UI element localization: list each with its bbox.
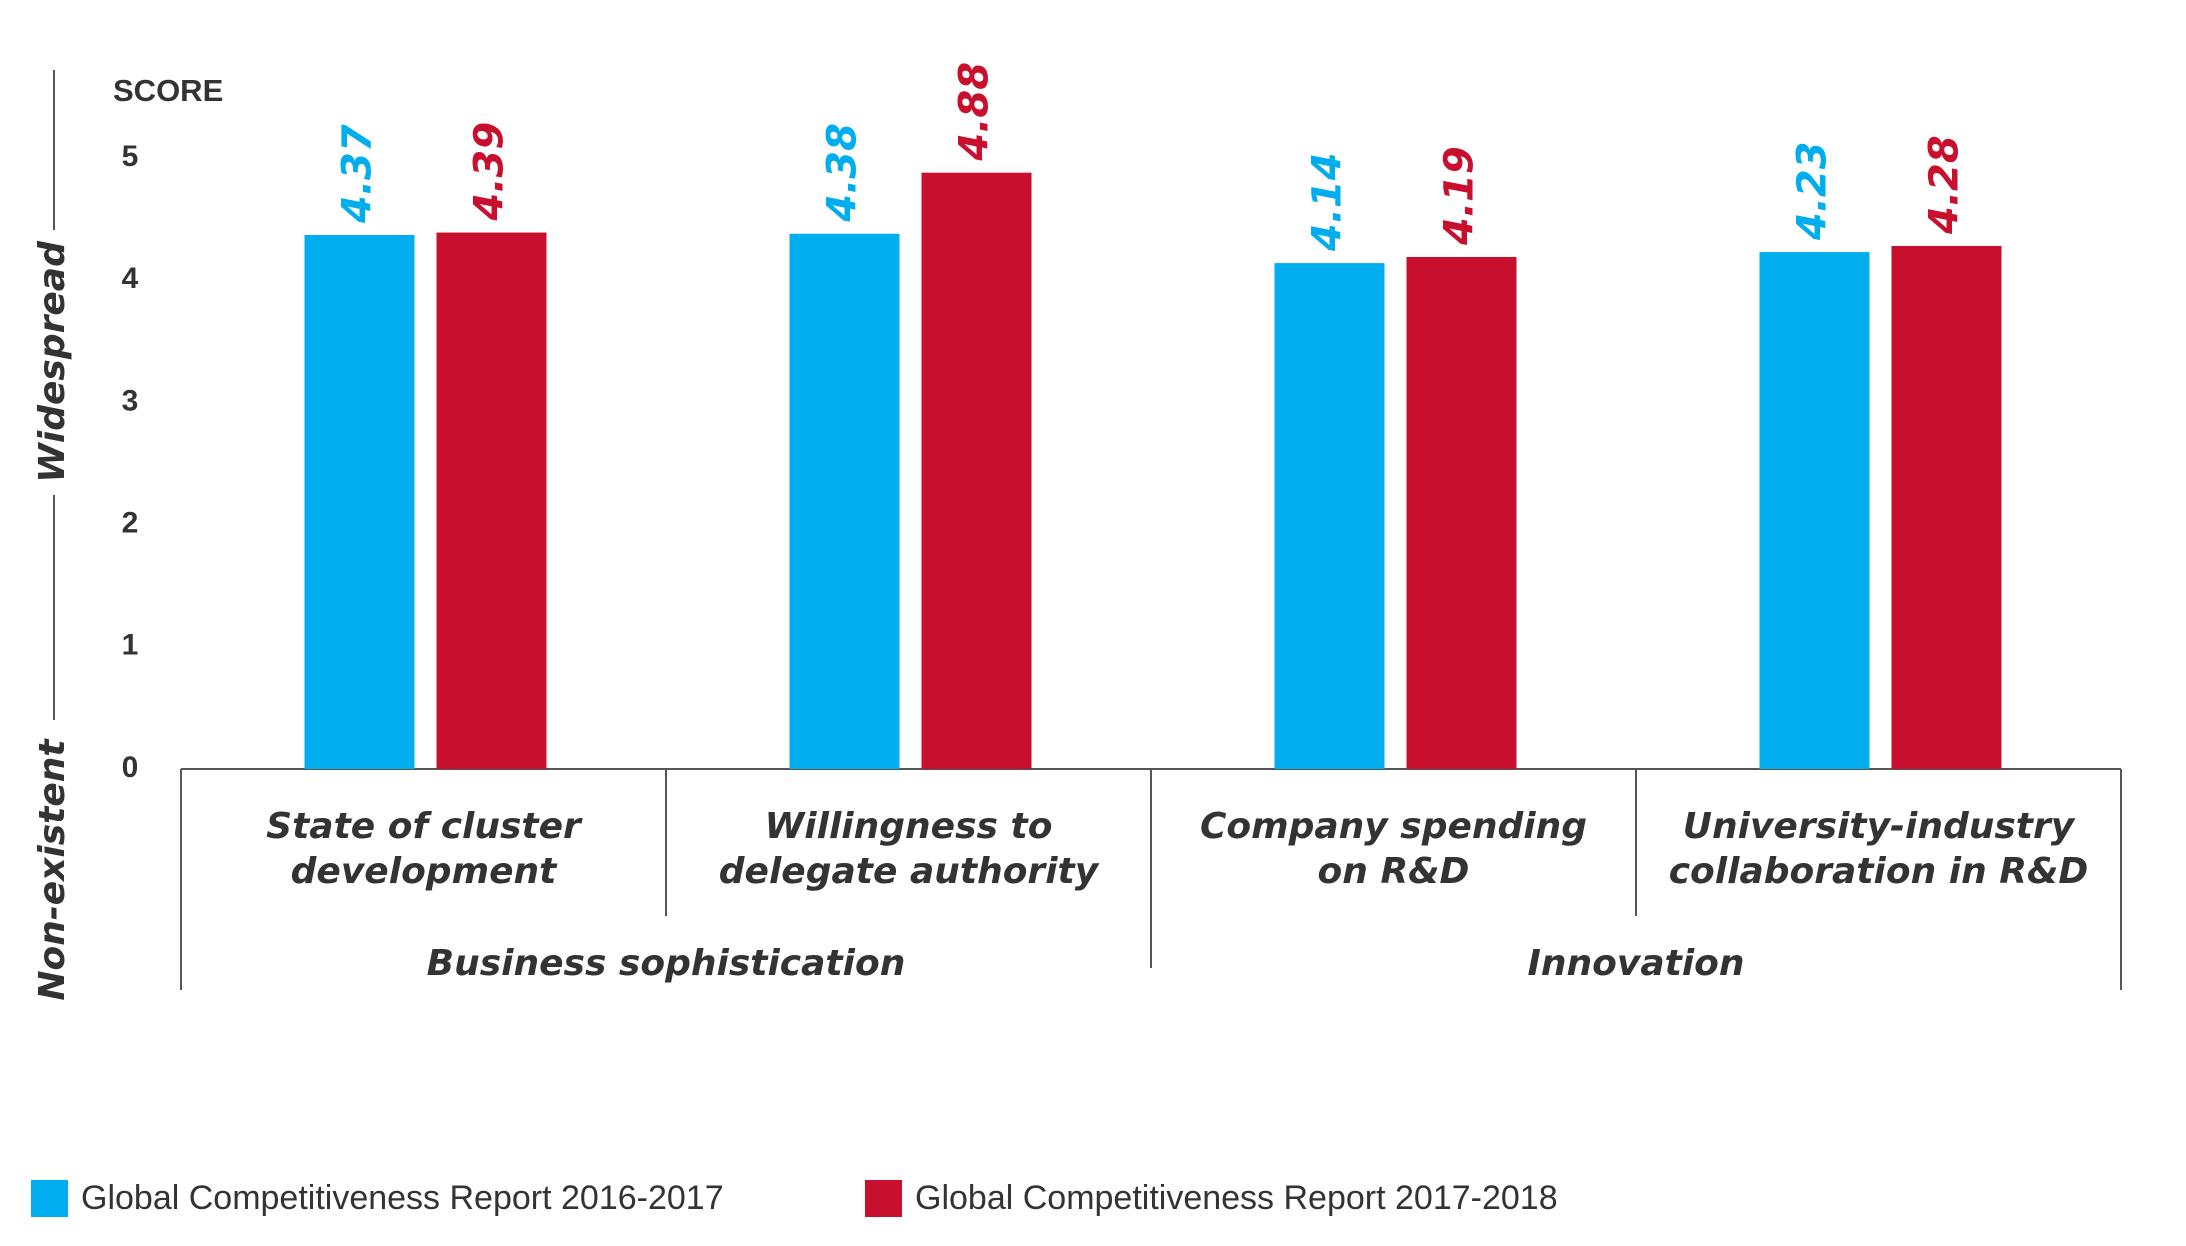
value-label: 4.28 [1922, 135, 1968, 235]
value-label: 4.19 [1437, 146, 1483, 246]
y-tick-label: 5 [122, 140, 139, 173]
value-label: 4.38 [820, 123, 866, 223]
value-label: 4.14 [1305, 152, 1351, 252]
y-axis-label: SCORE [113, 73, 223, 108]
y-tick-label: 3 [122, 384, 139, 417]
y-tick-label: 2 [122, 507, 139, 540]
group-label: Innovation [1527, 943, 1744, 984]
axis-bottom-label: Non-existent [32, 738, 73, 1001]
value-label: 4.88 [952, 62, 998, 162]
bar [1406, 256, 1517, 769]
y-tick-label: 4 [122, 262, 139, 295]
bar [1891, 245, 2002, 769]
bar [436, 232, 547, 770]
bar [1759, 252, 1870, 769]
axis-top-label: Widespread [32, 240, 73, 483]
y-tick-label: 1 [122, 629, 139, 662]
x-tick-label: State of cluster [266, 806, 583, 847]
value-label: 4.23 [1790, 141, 1836, 241]
y-tick-label: 0 [122, 751, 139, 784]
legend-label: Global Competitiveness Report 2016-2017 [81, 1179, 724, 1217]
group-label: Business sophistication [427, 943, 906, 984]
x-tick-label: on R&D [1318, 851, 1470, 892]
bar [789, 233, 900, 769]
legend-swatch [31, 1180, 68, 1217]
legend-swatch [865, 1180, 902, 1217]
legend-label: Global Competitiveness Report 2017-2018 [915, 1179, 1558, 1217]
x-tick-label: delegate authority [719, 851, 1100, 892]
x-tick-label: Company spending [1200, 806, 1587, 847]
x-tick-label: development [291, 851, 558, 892]
bar [304, 234, 415, 770]
x-tick-label: University-industry [1683, 806, 2076, 847]
x-tick-label: Willingness to [765, 806, 1053, 847]
bar [1274, 263, 1385, 769]
x-tick-label: collaboration in R&D [1669, 851, 2089, 892]
value-label: 4.39 [467, 122, 513, 222]
value-label: 4.37 [335, 124, 381, 224]
bar [921, 172, 1032, 769]
